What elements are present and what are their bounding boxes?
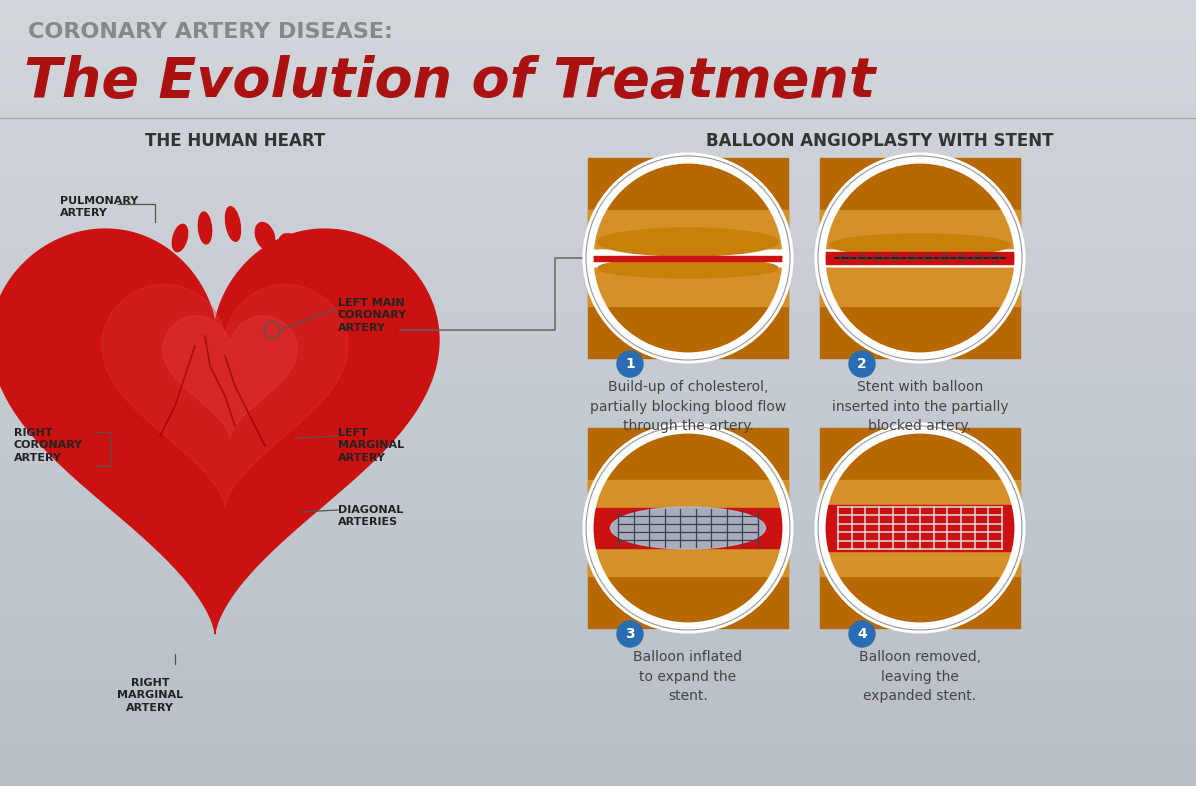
FancyBboxPatch shape [588,210,788,248]
FancyBboxPatch shape [820,505,1020,551]
FancyBboxPatch shape [588,480,788,518]
Text: Build-up of cholesterol,
partially blocking blood flow
through the artery.: Build-up of cholesterol, partially block… [590,380,786,433]
Text: 2: 2 [858,357,867,371]
Ellipse shape [610,507,765,549]
Text: THE HUMAN HEART: THE HUMAN HEART [145,132,325,150]
Ellipse shape [199,212,212,244]
FancyBboxPatch shape [588,268,788,306]
Polygon shape [102,285,348,507]
Text: DIAGONAL
ARTERIES: DIAGONAL ARTERIES [338,505,403,527]
Text: Stent with balloon
inserted into the partially
blocked artery.: Stent with balloon inserted into the par… [831,380,1008,433]
Text: 1: 1 [626,357,635,371]
Polygon shape [163,316,297,437]
FancyBboxPatch shape [820,428,1020,518]
FancyBboxPatch shape [820,252,1020,264]
Ellipse shape [598,258,779,278]
Polygon shape [0,229,439,634]
Text: Balloon inflated
to expand the
stent.: Balloon inflated to expand the stent. [634,650,743,703]
FancyBboxPatch shape [588,538,788,628]
Text: CORONARY ARTERY DISEASE:: CORONARY ARTERY DISEASE: [28,22,392,42]
Text: The Evolution of Treatment: The Evolution of Treatment [24,55,875,109]
Circle shape [617,351,643,377]
Ellipse shape [255,222,275,249]
Circle shape [849,351,875,377]
FancyBboxPatch shape [588,255,788,260]
Text: 4: 4 [858,627,867,641]
FancyBboxPatch shape [820,538,1020,576]
FancyBboxPatch shape [588,428,788,518]
Text: RIGHT
MARGINAL
ARTERY: RIGHT MARGINAL ARTERY [117,678,183,713]
Circle shape [588,158,788,358]
Text: BALLOON ANGIOPLASTY WITH STENT: BALLOON ANGIOPLASTY WITH STENT [707,132,1054,150]
Text: Balloon removed,
leaving the
expanded stent.: Balloon removed, leaving the expanded st… [859,650,981,703]
Text: RIGHT
CORONARY
ARTERY: RIGHT CORONARY ARTERY [14,428,84,463]
FancyBboxPatch shape [820,268,1020,306]
FancyBboxPatch shape [588,538,788,576]
Circle shape [820,428,1020,628]
Ellipse shape [226,207,240,241]
Text: LEFT MAIN
CORONARY
ARTERY: LEFT MAIN CORONARY ARTERY [338,298,407,332]
FancyBboxPatch shape [820,210,1020,248]
Text: PULMONARY
ARTERY: PULMONARY ARTERY [60,196,139,219]
Ellipse shape [172,224,188,252]
Text: 3: 3 [626,627,635,641]
FancyBboxPatch shape [820,480,1020,518]
FancyBboxPatch shape [588,268,788,358]
FancyBboxPatch shape [588,158,788,248]
FancyBboxPatch shape [820,268,1020,358]
FancyBboxPatch shape [820,538,1020,628]
FancyBboxPatch shape [588,508,788,548]
Circle shape [849,621,875,647]
Circle shape [617,621,643,647]
Ellipse shape [598,228,779,256]
Text: LEFT
MARGINAL
ARTERY: LEFT MARGINAL ARTERY [338,428,404,463]
Circle shape [820,158,1020,358]
Circle shape [588,428,788,628]
Ellipse shape [279,233,301,263]
FancyBboxPatch shape [820,158,1020,248]
Ellipse shape [830,234,1009,256]
